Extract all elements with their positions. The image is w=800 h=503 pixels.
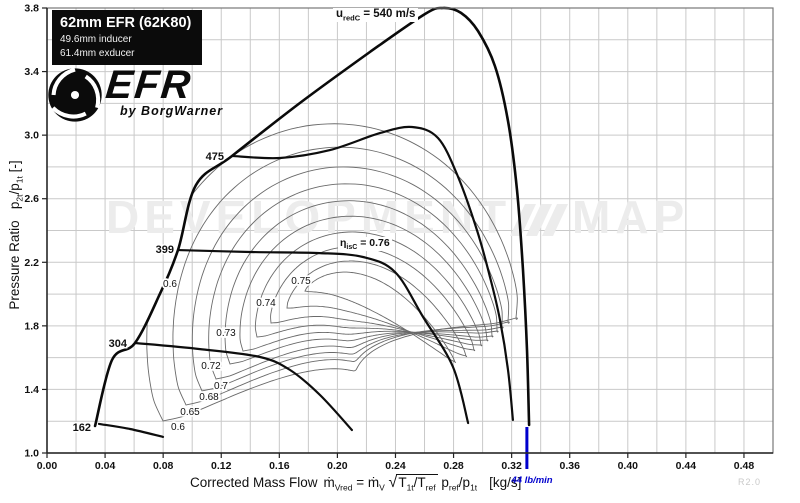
efficiency-labels: 0.6 0.75 0.74 0.73 0.72 0.70.68 0.65 0.6 [161,274,313,435]
grid [46,7,774,454]
efficiency-contour [146,123,518,422]
efr-brand-text: EFR [103,63,195,107]
speed-line-475 [230,125,514,421]
x-tick-label: 0.04 [95,460,116,472]
efficiency-contour [224,200,494,365]
y-tick-label: 2.2 [24,257,39,269]
speed-label-304: 304 [109,338,128,350]
y-tick-label: 1.4 [24,384,39,396]
x-tick-label: 0.40 [618,460,639,472]
turbo-model-title: 62mm EFR (62K80) [60,15,192,31]
x-title-text: Corrected Mass Flow [190,475,318,490]
y-tick-label: 3.8 [24,3,39,15]
max-speed-label: uredC = 540 m/s [333,8,419,23]
efficiency-label: 0.6 [163,279,177,290]
speed-lines [97,125,514,438]
speed-labels: 162 304 399 475 [71,150,225,436]
y-tick-label: 3.0 [24,130,39,142]
eta-symbol: η [340,237,347,249]
watermark-logo-glyph [510,204,568,236]
watermark: DEVELOPMENT MAP [106,191,689,243]
efficiency-contour [239,215,489,352]
x-tick-label: 0.24 [385,460,406,472]
efficiency-contour [172,146,510,406]
y-tick-labels: 1.0 1.4 1.8 2.2 2.6 3.0 3.4 3.8 [24,3,39,460]
eta-value: = 0.76 [357,237,390,249]
speed-line-162 [97,422,165,438]
x-tick-label: 0.36 [560,460,581,472]
spec-box: 62mm EFR (62K80) 49.6mm inducer 61.4mm e… [52,10,202,65]
x-title-units: [kg/s] [489,475,522,490]
efficiency-label: 0.72 [201,361,221,372]
efficiency-label: 0.73 [216,328,236,339]
x-tick-labels: 0.00 0.04 0.08 0.12 0.16 0.20 0.24 0.28 0.32 0.36… [37,460,755,472]
y-tick-label: 1.8 [24,320,39,332]
efficiency-label: 0.6 [171,422,185,433]
watermark-right: MAP [572,191,689,243]
efr-wordmark: EFR by BorgWarner [103,63,224,118]
peak-efficiency-label: ηisC = 0.76 [338,237,392,252]
exducer-spec: 61.4mm exducer [60,48,135,59]
u-symbol: u [336,8,344,20]
efficiency-label: 0.74 [256,298,276,309]
eta-subscript: isC [346,244,358,252]
efficiency-contour [191,166,504,392]
x-tick-label: 0.32 [501,460,522,472]
speed-label-399: 399 [156,244,174,256]
y-tick-label: 1.0 [24,448,39,460]
inducer-spec: 49.6mm inducer [60,34,132,45]
y-axis-title: Pressure Ratio p2t/p1t [-] [7,160,25,310]
tick-marks [42,7,745,458]
y-title-p2t: p [7,201,22,210]
revision-label: R2.0 [738,477,762,487]
surge-choke-envelope [93,6,531,428]
x-title-formula: ṁVred = ṁV √T1t/Tref pref/p1t [323,474,478,493]
efficiency-label: 0.75 [291,276,311,287]
x-tick-label: 0.20 [327,460,348,472]
x-tick-label: 0.00 [37,460,58,472]
y-title-text: Pressure Ratio [7,220,22,310]
efficiency-contour [304,271,456,363]
watermark-left: DEVELOPMENT [106,191,511,243]
x-tick-label: 0.08 [153,460,174,472]
y-tick-label: 2.6 [24,193,39,205]
y-tick-label: 3.4 [24,66,39,78]
x-tick-label: 0.48 [734,460,755,472]
x-tick-label: 0.16 [269,460,290,472]
speed-label-162: 162 [73,422,91,434]
x-tick-label: 0.44 [676,460,697,472]
flow-marker-label: 44 lb/min [511,475,553,486]
efficiency-label: 0.65 [180,407,200,418]
borgwarner-byline: by BorgWarner [120,104,224,118]
x-tick-label: 0.12 [211,460,232,472]
u-subscript: redC [343,13,361,23]
efficiency-label: 0.7 [214,381,228,392]
speed-line-399 [176,248,470,425]
speed-line-304 [133,341,353,432]
efficiency-contour [286,260,468,358]
efficiency-contour [208,183,499,380]
efficiency-contours [146,123,518,422]
u-value: = 540 m/s [360,8,416,20]
efficiency-contour [254,231,483,347]
efficiency-label: 0.68 [199,392,219,403]
speed-label-475: 475 [206,151,224,163]
compressor-wheel-icon [46,66,104,129]
x-tick-label: 0.28 [443,460,464,472]
efr-logo: EFR by BorgWarner [46,63,224,129]
x-axis-title: Corrected Mass Flow ṁVred = ṁV √T1t/Tref… [190,474,521,493]
